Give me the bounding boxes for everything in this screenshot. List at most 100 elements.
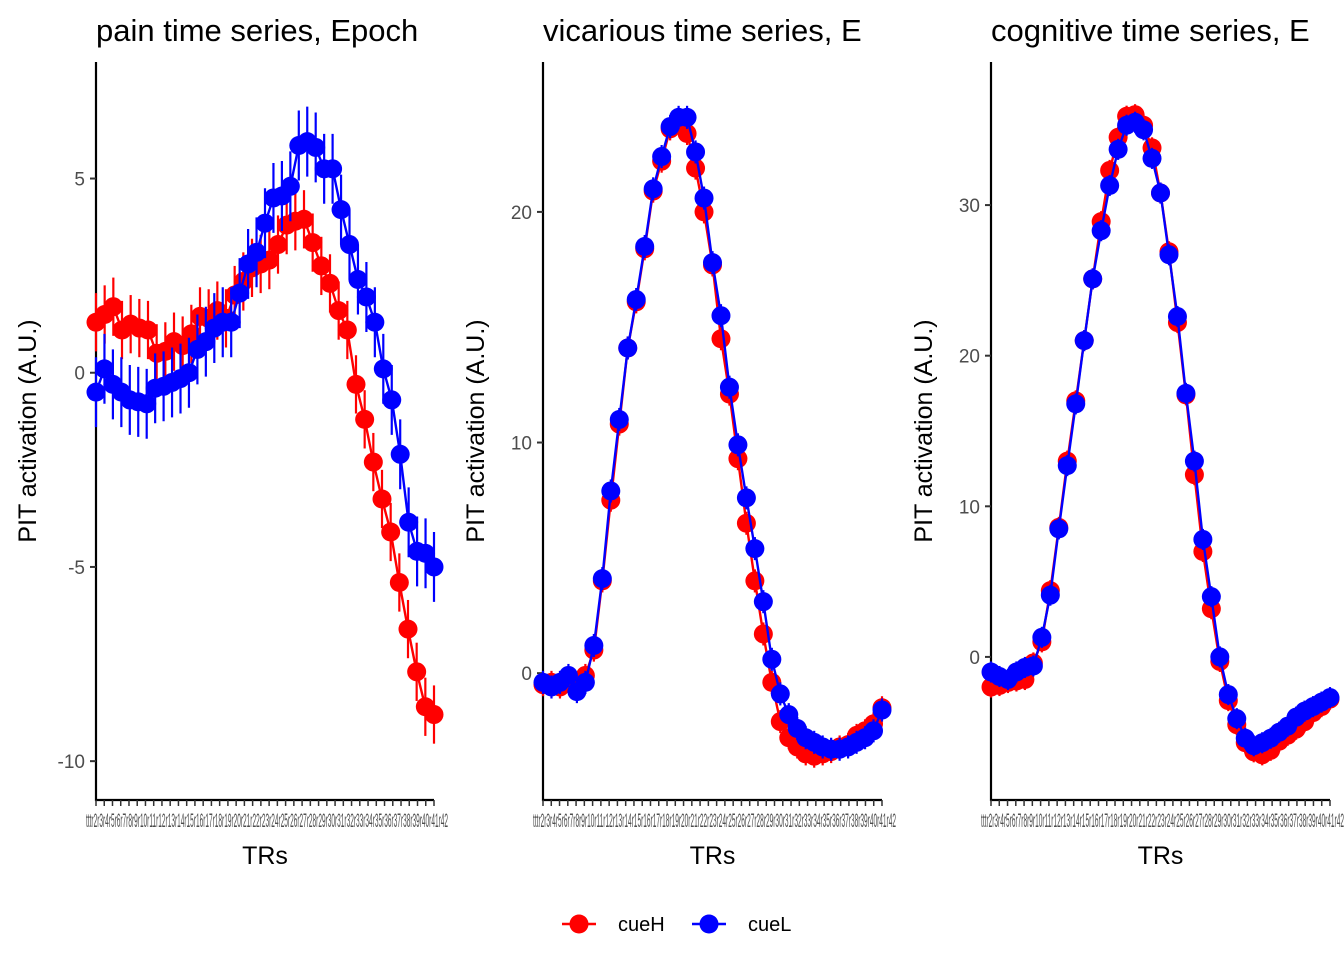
data-point bbox=[1142, 148, 1162, 168]
data-point bbox=[592, 569, 612, 589]
data-point bbox=[416, 543, 436, 563]
data-point bbox=[348, 270, 368, 290]
data-point bbox=[138, 320, 158, 340]
data-point bbox=[864, 721, 884, 741]
data-point bbox=[268, 235, 288, 255]
data-point bbox=[365, 312, 385, 332]
data-point bbox=[1032, 627, 1052, 647]
x-tick-labels: tttr2r3r4r5r6r7r8r9r10r11r12r13r14r15r16… bbox=[981, 811, 1344, 832]
data-point bbox=[86, 382, 106, 402]
y-axis-title: PIT activation (A.U.) bbox=[910, 319, 938, 542]
y-axis-title: PIT activation (A.U.) bbox=[462, 319, 490, 542]
y-tick-label: 5 bbox=[74, 170, 85, 191]
chart-panel-3: cognitive time series, E 0 10 20 30 tttr2r3r4… bbox=[910, 13, 1344, 870]
data-point bbox=[373, 359, 393, 379]
data-point bbox=[424, 557, 444, 577]
data-point bbox=[711, 306, 731, 326]
y-tick-label: 10 bbox=[959, 497, 980, 518]
data-point bbox=[407, 662, 427, 682]
y-tick-label: -10 bbox=[58, 752, 85, 773]
data-point bbox=[372, 489, 392, 509]
x-axis-title: TRs bbox=[690, 842, 736, 870]
data-point bbox=[306, 137, 326, 157]
data-point bbox=[1184, 451, 1204, 471]
chart-title: pain time series, Epoch bbox=[96, 13, 418, 48]
data-point bbox=[381, 522, 401, 542]
data-point bbox=[340, 235, 359, 255]
data-point bbox=[711, 329, 731, 349]
x-axis-title: TRs bbox=[242, 842, 288, 870]
chart-title: cognitive time series, E bbox=[991, 13, 1310, 48]
data-point bbox=[363, 452, 383, 472]
legend-item-cueH: cueH bbox=[562, 914, 665, 936]
data-point bbox=[356, 287, 376, 307]
data-point bbox=[1057, 456, 1077, 476]
series-cueH bbox=[533, 108, 892, 768]
data-point bbox=[247, 242, 267, 262]
data-point bbox=[137, 394, 157, 414]
y-tick-label: 30 bbox=[959, 196, 980, 217]
data-point bbox=[1320, 688, 1340, 708]
y-tick-label: 0 bbox=[74, 364, 85, 385]
data-point bbox=[1134, 120, 1154, 140]
data-point bbox=[1184, 465, 1204, 485]
data-point bbox=[643, 179, 663, 199]
series-cueL bbox=[533, 105, 892, 761]
data-point bbox=[424, 705, 444, 725]
legend-item-cueL: cueL bbox=[692, 914, 791, 936]
data-point bbox=[1023, 656, 1043, 676]
series-cueL bbox=[86, 106, 444, 602]
legend-marker bbox=[699, 914, 719, 934]
y-tick-label: 0 bbox=[969, 648, 980, 669]
y-tick-label: 0 bbox=[521, 664, 532, 685]
data-point bbox=[779, 705, 799, 725]
data-point bbox=[294, 209, 314, 229]
data-point bbox=[736, 488, 756, 508]
data-point bbox=[1227, 709, 1247, 729]
data-point bbox=[1176, 383, 1196, 403]
data-point bbox=[94, 359, 114, 379]
data-point bbox=[1066, 394, 1086, 414]
data-point bbox=[575, 672, 595, 692]
data-point bbox=[331, 200, 351, 220]
data-point bbox=[329, 301, 349, 321]
data-point bbox=[1159, 245, 1179, 265]
data-point bbox=[1108, 139, 1128, 159]
data-point bbox=[280, 176, 300, 196]
data-point bbox=[320, 273, 340, 293]
data-point bbox=[703, 253, 722, 273]
legend-label: cueL bbox=[748, 914, 791, 936]
data-point bbox=[728, 449, 748, 469]
series-cueL bbox=[981, 111, 1340, 757]
data-point bbox=[1040, 585, 1060, 605]
data-point bbox=[626, 290, 646, 310]
y-axis-title: PIT activation (A.U.) bbox=[14, 319, 42, 542]
data-point bbox=[736, 513, 756, 533]
data-point bbox=[355, 409, 375, 429]
data-point bbox=[618, 338, 638, 358]
data-point bbox=[872, 700, 892, 720]
data-point bbox=[1210, 647, 1230, 667]
data-point bbox=[745, 539, 765, 559]
data-point bbox=[652, 147, 672, 167]
chart-panel-2: vicarious time series, E 0 10 20 tttr2r3r4r5… bbox=[462, 13, 896, 870]
data-point bbox=[1151, 183, 1170, 203]
data-point bbox=[323, 159, 343, 179]
y-tick-label: 20 bbox=[959, 347, 980, 368]
data-point bbox=[255, 213, 275, 233]
x-axis-title: TRs bbox=[1138, 842, 1184, 870]
data-point bbox=[346, 374, 366, 394]
y-tick-label: -5 bbox=[68, 558, 85, 579]
data-point bbox=[694, 188, 714, 208]
chart-title: vicarious time series, E bbox=[543, 13, 862, 48]
data-point bbox=[221, 312, 241, 332]
data-point bbox=[677, 107, 697, 127]
data-point bbox=[1074, 331, 1094, 351]
data-point bbox=[398, 619, 418, 639]
data-point bbox=[728, 435, 748, 455]
legend-marker bbox=[569, 914, 589, 934]
data-point bbox=[1201, 587, 1221, 607]
data-point bbox=[1218, 685, 1238, 705]
